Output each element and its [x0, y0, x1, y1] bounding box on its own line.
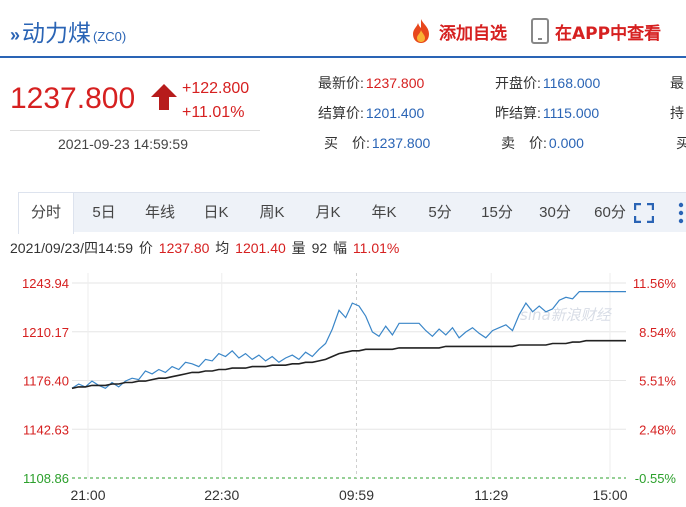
info-range-label: 幅: [333, 240, 348, 256]
tab-60min[interactable]: 60分: [594, 204, 626, 221]
tab-5min[interactable]: 5分: [428, 204, 452, 221]
tab-30min[interactable]: 30分: [539, 204, 571, 221]
y-tick-label-left: 1108.86: [23, 471, 69, 486]
y-tick-label-right: -0.55%: [635, 471, 677, 486]
y-tick-label-right: 8.54%: [639, 325, 676, 340]
y-tick-label-right: 2.48%: [639, 422, 676, 437]
field-high: 最: [670, 75, 684, 91]
field-bid-volume: 买: [676, 135, 686, 151]
intraday-chart[interactable]: 1243.94 11.56% 1210.17 8.54% 1176.40 5.51% 114…: [0, 260, 686, 507]
info-avg-label: 均: [215, 240, 230, 256]
contract-code: (ZC0): [93, 29, 127, 44]
field-settle: 结算价: 1201.400: [318, 105, 425, 121]
add-favorite-button[interactable]: 添加自选: [409, 18, 507, 44]
field-open: 开盘价: 1168.000: [495, 75, 601, 91]
info-range: 11.01%: [352, 240, 400, 256]
chart-tabs: 分时 5日 年线 日K 周K 月K 年K 5分 15分 30分 60分: [18, 192, 686, 234]
up-arrow-icon: [151, 84, 177, 110]
y-tick-label-right: 11.56%: [633, 276, 677, 291]
price-change: +122.800 +11.01%: [182, 77, 249, 125]
y-tick-label-left: 1142.63: [23, 422, 69, 437]
flame-icon: [413, 19, 429, 43]
page-title: 动力煤: [22, 21, 92, 47]
add-favorite-label: 添加自选: [439, 23, 507, 44]
view-in-app-button[interactable]: 在APP中查看: [531, 18, 661, 44]
quote-panel: 1237.800 +122.800 +11.01% 2021-09-23 14:…: [0, 60, 686, 170]
header: » 动力煤 (ZC0) 添加自选 在APP中查看: [0, 0, 686, 58]
x-tick-label: 21:00: [70, 487, 105, 503]
tab-15min[interactable]: 15分: [481, 204, 513, 221]
change-value: +122.800: [182, 80, 250, 97]
fullscreen-icon[interactable]: [634, 203, 654, 223]
info-avg: 1201.40: [235, 240, 286, 256]
y-tick-label-right: 5.51%: [639, 374, 676, 389]
tab-daily-k[interactable]: 日K: [203, 204, 229, 221]
watermark: sina新浪财经: [520, 306, 613, 324]
last-price: 1237.800: [10, 82, 136, 115]
tab-weekly-k[interactable]: 周K: [259, 204, 285, 221]
x-tick-label: 09:59: [339, 487, 374, 503]
double-chevron-icon: »: [10, 25, 21, 45]
info-price: 1237.80: [158, 240, 210, 256]
divider: [10, 130, 260, 131]
tab-intraday[interactable]: 分时: [18, 193, 74, 234]
title-group: » 动力煤 (ZC0): [10, 14, 126, 48]
info-price-label: 价: [138, 240, 153, 256]
tab-5day[interactable]: 5日: [92, 204, 116, 221]
phone-icon: [531, 18, 549, 44]
quote-timestamp: 2021-09-23 14:59:59: [58, 136, 188, 152]
y-tick-label-left: 1210.17: [22, 325, 69, 340]
y-tick-label-left: 1176.40: [23, 374, 69, 389]
info-volume: 92: [311, 240, 328, 256]
info-datetime: 2021/09/23/四14:59: [10, 240, 133, 256]
tab-monthly-k[interactable]: 月K: [315, 204, 341, 221]
info-volume-label: 量: [291, 240, 306, 256]
x-tick-label: 22:30: [204, 487, 239, 503]
average-line: [71, 339, 626, 390]
view-in-app-label: 在APP中查看: [555, 23, 662, 44]
field-ask: 卖 价: 0.000: [501, 135, 584, 151]
field-open-interest: 持: [670, 105, 684, 121]
x-tick-label: 11:29: [474, 487, 508, 503]
more-icon[interactable]: [676, 201, 686, 225]
tab-year-line[interactable]: 年线: [144, 204, 175, 221]
x-tick-label: 15:00: [592, 487, 627, 503]
price-line: [71, 291, 626, 390]
field-latest: 最新价: 1237.800: [318, 75, 425, 91]
tab-yearly-k[interactable]: 年K: [371, 204, 397, 221]
field-bid: 买 价: 1237.800: [324, 135, 431, 151]
field-prev-settle: 昨结算: 1115.000: [495, 105, 600, 121]
cursor-info-line: 2021/09/23/四14:59 价 1237.80 均 1201.40 量 …: [10, 238, 401, 258]
y-tick-label-left: 1243.94: [22, 276, 69, 291]
change-percent: +11.01%: [182, 104, 245, 121]
